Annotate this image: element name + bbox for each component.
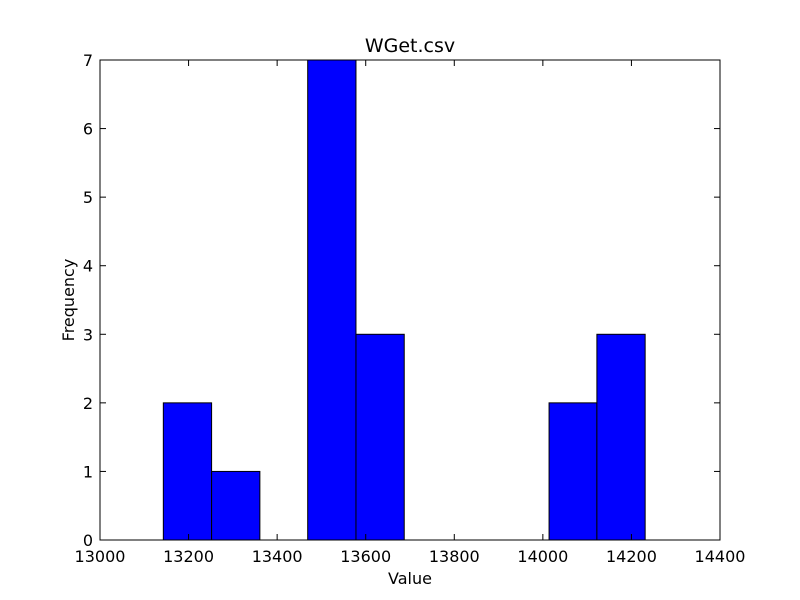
plot-frame xyxy=(99,59,721,541)
y-tick-label: 1 xyxy=(83,462,93,481)
histogram-bar xyxy=(307,59,357,541)
y-tick-label: 4 xyxy=(83,257,93,276)
ticks-layer: 13000 13200 13400 13600 13800 14000 14200 14400… xyxy=(75,51,746,566)
chart-title: WGet.csv xyxy=(365,35,455,57)
bars-layer xyxy=(162,59,646,541)
x-tick-label: 14200 xyxy=(606,547,657,566)
y-tick-label: 5 xyxy=(83,188,93,207)
x-tick-label: 14000 xyxy=(517,547,568,566)
y-axis-label: Frequency xyxy=(59,259,78,342)
x-tick-label: 13200 xyxy=(163,547,214,566)
x-axis-label: Value xyxy=(388,569,432,588)
histogram-bar xyxy=(162,402,213,541)
x-tick-label: 14400 xyxy=(695,547,746,566)
y-tick-label: 7 xyxy=(83,51,93,70)
histogram-bar xyxy=(211,470,261,541)
y-tick-label: 6 xyxy=(83,120,93,139)
x-tick-label: 13800 xyxy=(429,547,480,566)
histogram-bar xyxy=(548,402,598,541)
histogram-bar xyxy=(355,333,405,541)
x-tick-label: 13000 xyxy=(75,547,126,566)
y-tick-label: 2 xyxy=(83,394,93,413)
x-tick-label: 13400 xyxy=(252,547,303,566)
y-tick-label: 3 xyxy=(83,325,93,344)
y-tick-label: 0 xyxy=(83,531,93,550)
histogram-bar xyxy=(596,333,646,541)
x-tick-label: 13600 xyxy=(340,547,391,566)
